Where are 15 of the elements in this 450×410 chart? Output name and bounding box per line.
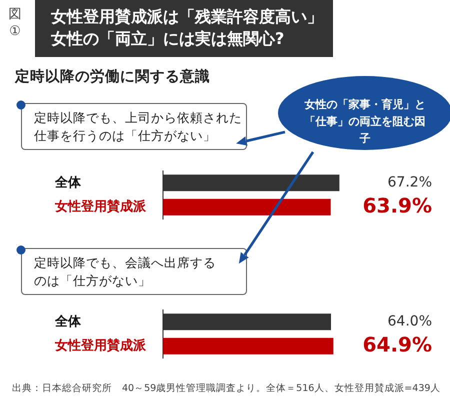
data-label: 63.9% [362,193,432,218]
data-label: 64.0% [388,314,432,330]
chart-subtitle: 定時以降の労働に関する意識 [15,68,210,86]
data-label: 64.9% [362,332,432,356]
y-tick-label: 全体 [54,314,82,330]
source-note: 出典：日本総合研究所 40～59歳男性管理職調査より。全体＝516人、女性登用賛成派=439人 [12,382,440,395]
y-tick-label: 全体 [54,175,82,190]
text: 定時以降でも、上司から依頼された仕事を行うのは「仕方がない」 [21,103,247,150]
text: 図 ① [8,6,22,40]
data-label: 67.2% [388,174,432,191]
y-tick-label: 女性登用賛成派 [54,198,147,214]
text: 女性の「家事・育児」と「仕事」の両立を阻む因子 [278,76,450,150]
y-tick-label: 女性登用賛成派 [54,337,147,354]
chart-title: 女性登用賛成派は「残業許容度高い」女性の「両立」には実は無関心? [35,0,333,57]
text: 定時以降でも、会議へ出席するのは「仕方がない」 [21,248,247,295]
